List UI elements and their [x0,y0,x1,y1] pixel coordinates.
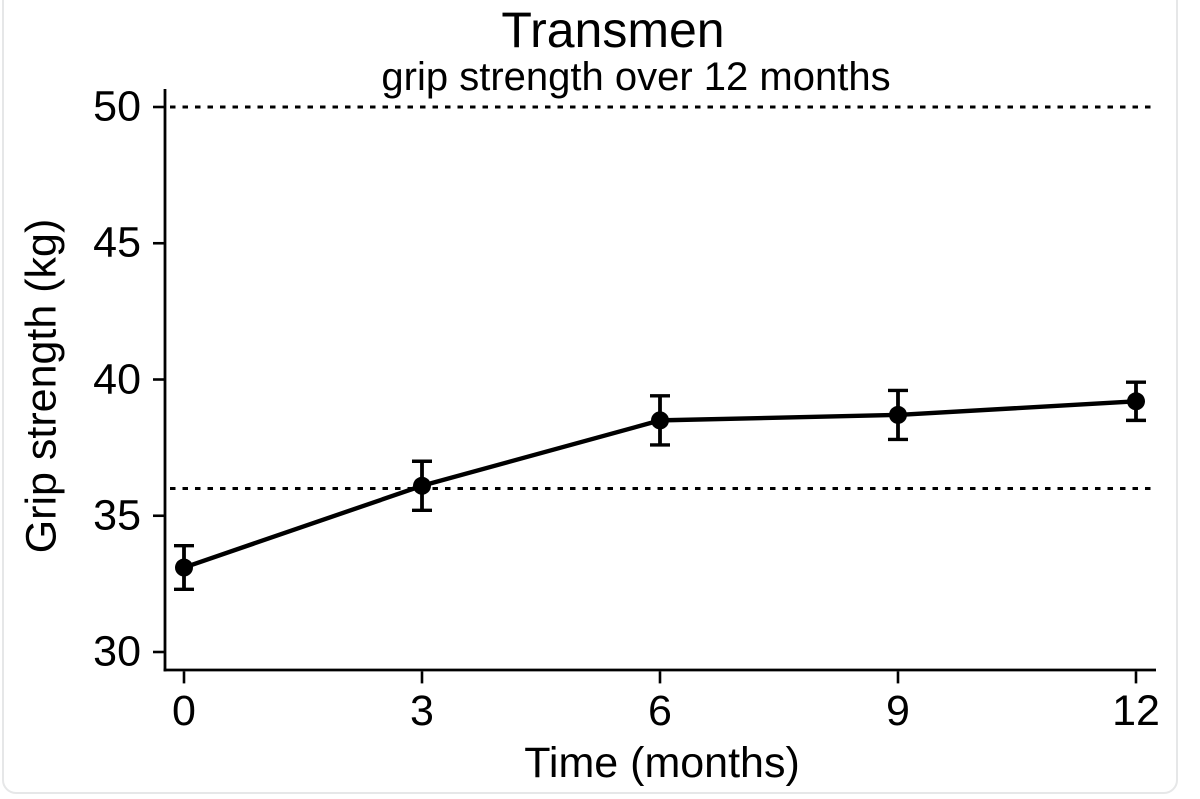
x-tick-label-6: 6 [648,687,672,735]
x-axis-title: Time (months) [524,739,800,787]
data-point-3 [412,476,431,495]
data-point-6 [650,411,669,430]
data-point-12 [1126,392,1145,411]
y-tick-label-45: 45 [93,218,141,267]
x-tick-label-12: 12 [1112,687,1160,735]
y-tick-label-35: 35 [93,491,141,540]
x-tick-label-9: 9 [886,687,910,735]
y-tick-label-30: 30 [93,627,141,676]
y-tick-label-50: 50 [93,82,141,131]
x-tick-label-0: 0 [172,687,196,735]
x-tick-label-3: 3 [410,687,434,735]
chart-title: Transmen [501,2,725,58]
chart-subtitle: grip strength over 12 months [381,55,891,99]
data-point-9 [888,405,907,424]
data-point-0 [175,558,193,577]
y-tick-label-40: 40 [93,355,141,403]
